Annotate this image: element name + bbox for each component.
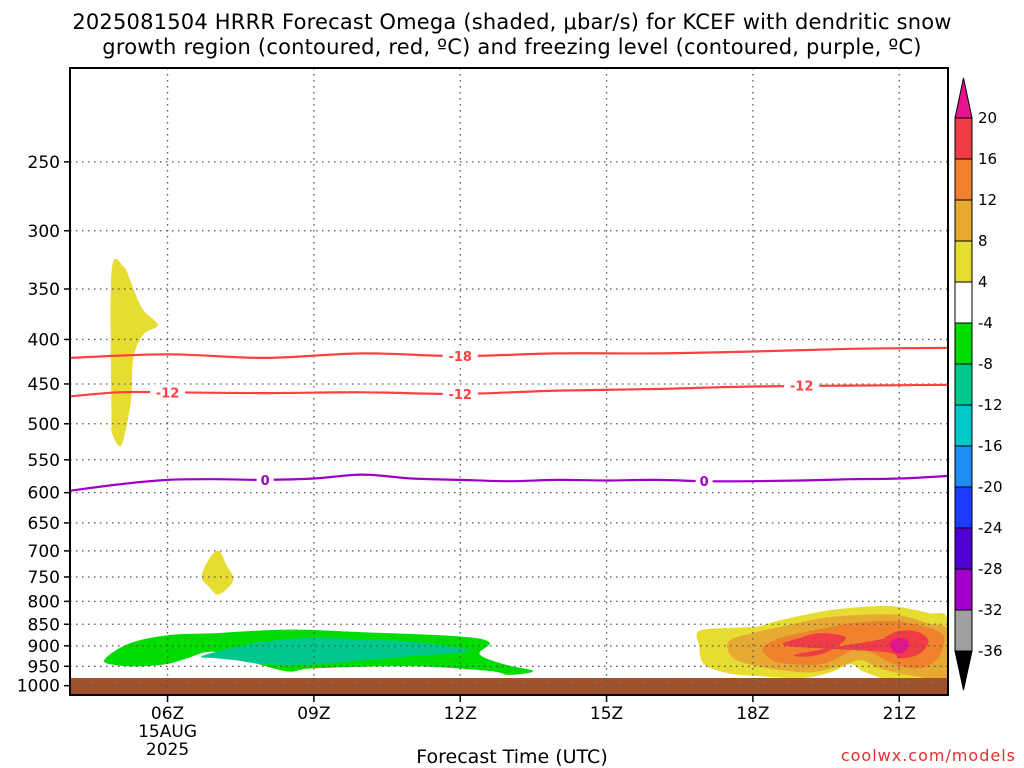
x-tick-label-15Z: 15Z bbox=[590, 704, 623, 724]
colorbar-bottom-arrow bbox=[954, 650, 973, 691]
omega-shade-3 bbox=[200, 637, 470, 665]
colorbar-bin-6 bbox=[954, 363, 973, 406]
contour-label-bg-1-1 bbox=[442, 385, 478, 402]
colorbar-bin-4 bbox=[954, 281, 973, 324]
colorbar-bin-12 bbox=[954, 609, 973, 652]
y-tick-label-550: 550 bbox=[28, 451, 60, 471]
contour-label-bg-2-1 bbox=[695, 473, 713, 490]
y-tick-label-600: 600 bbox=[28, 484, 60, 504]
omega-shade-1 bbox=[201, 550, 234, 595]
colorbar-tick-13: -36 bbox=[978, 642, 1003, 660]
y-tick-label-700: 700 bbox=[28, 542, 60, 562]
colorbar-tick-0: 20 bbox=[978, 109, 997, 127]
colorbar-tick-12: -32 bbox=[978, 601, 1003, 619]
colorbar-bin-10 bbox=[954, 527, 973, 570]
contour-label-1-0: -12 bbox=[156, 386, 180, 401]
colorbar-tick-7: -12 bbox=[978, 396, 1003, 414]
contour-label-bg-1-2 bbox=[784, 377, 820, 394]
x-tick-label-09Z: 09Z bbox=[297, 704, 330, 724]
y-tick-label-850: 850 bbox=[28, 615, 60, 635]
colorbar-tick-4: 4 bbox=[978, 273, 988, 291]
x-tick-label-21Z: 21Z bbox=[883, 704, 916, 724]
y-tick-label-300: 300 bbox=[28, 222, 60, 242]
y-tick-label-500: 500 bbox=[28, 415, 60, 435]
colorbar: 20 16 12 8 4 -4 -8 -12 -16 -20 -24 -28 -32 -36 bbox=[954, 77, 1003, 691]
y-tick-label-450: 450 bbox=[28, 375, 60, 395]
contour-lines: -18 -12 -12 -12 0 0 bbox=[70, 346, 948, 492]
colorbar-bin-0 bbox=[954, 117, 973, 160]
y-tick-label-900: 900 bbox=[28, 637, 60, 657]
contour-label-1-2: -12 bbox=[790, 380, 814, 395]
colorbar-tick-11: -28 bbox=[978, 560, 1003, 578]
omega-shade-0 bbox=[110, 258, 158, 447]
colorbar-bin-9 bbox=[954, 486, 973, 529]
chart-title-line-1: 2025081504 HRRR Forecast Omega (shaded, … bbox=[72, 10, 952, 34]
contour-label-bg-0-0 bbox=[442, 348, 478, 365]
colorbar-tick-5: -4 bbox=[978, 314, 993, 332]
x-axis-label: Forecast Time (UTC) bbox=[416, 746, 608, 768]
x-tick-date: 15AUG bbox=[138, 722, 197, 742]
y-axis: 2503003504004505005506006507007508008509… bbox=[17, 153, 70, 697]
contour-label-0-0: -18 bbox=[448, 350, 472, 365]
contour-line-2 bbox=[70, 473, 948, 492]
contour-line-0 bbox=[70, 346, 948, 360]
y-tick-label-1000: 1000 bbox=[17, 677, 60, 697]
y-tick-label-400: 400 bbox=[28, 330, 60, 350]
watermark: coolwx.com/models bbox=[840, 746, 1016, 765]
colorbar-tick-6: -8 bbox=[978, 355, 993, 373]
contour-label-1-1: -12 bbox=[448, 388, 472, 403]
contour-label-2-1: 0 bbox=[700, 475, 709, 490]
colorbar-bin-2 bbox=[954, 199, 973, 242]
x-tick-year: 2025 bbox=[146, 740, 189, 760]
surface-ground-fill bbox=[70, 678, 948, 695]
colorbar-tick-1: 16 bbox=[978, 150, 997, 168]
y-tick-label-250: 250 bbox=[28, 153, 60, 173]
grid-lines bbox=[70, 68, 948, 695]
colorbar-tick-3: 8 bbox=[978, 232, 988, 250]
y-tick-label-950: 950 bbox=[28, 657, 60, 677]
omega-shade-7 bbox=[782, 630, 929, 659]
y-tick-label-350: 350 bbox=[28, 280, 60, 300]
colorbar-bin-11 bbox=[954, 568, 973, 611]
colorbar-tick-10: -24 bbox=[978, 519, 1003, 537]
shaded-regions bbox=[103, 258, 948, 686]
y-tick-label-650: 650 bbox=[28, 514, 60, 534]
x-tick-label-18Z: 18Z bbox=[736, 704, 769, 724]
contour-label-bg-1-0 bbox=[150, 384, 186, 401]
colorbar-bin-7 bbox=[954, 404, 973, 447]
colorbar-bin-1 bbox=[954, 158, 973, 201]
y-tick-label-750: 750 bbox=[28, 568, 60, 588]
contour-label-2-0: 0 bbox=[261, 474, 270, 489]
contour-label-bg-2-0 bbox=[256, 471, 274, 488]
x-tick-label-06Z: 06Z bbox=[151, 704, 184, 724]
plot-frame bbox=[69, 67, 949, 696]
y-tick-label-800: 800 bbox=[28, 592, 60, 612]
colorbar-bin-3 bbox=[954, 240, 973, 283]
colorbar-top-arrow bbox=[954, 77, 973, 119]
colorbar-bin-8 bbox=[954, 445, 973, 488]
colorbar-tick-8: -16 bbox=[978, 437, 1003, 455]
chart-title-line-2: growth region (contoured, red, ºC) and f… bbox=[102, 35, 922, 59]
colorbar-tick-2: 12 bbox=[978, 191, 997, 209]
colorbar-tick-9: -20 bbox=[978, 478, 1003, 496]
x-tick-label-12Z: 12Z bbox=[444, 704, 477, 724]
colorbar-bin-5 bbox=[954, 322, 973, 365]
